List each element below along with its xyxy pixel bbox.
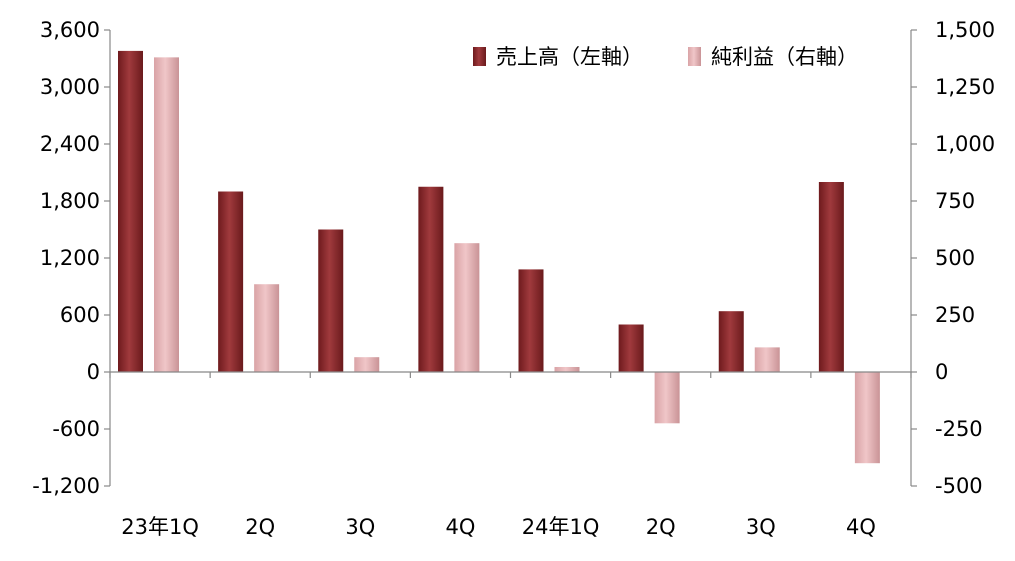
right-axis-ticks: 1,500 1,250 1,000 750 500 250 0 -250 -500 <box>911 18 995 498</box>
left-tick-label: -1,200 <box>32 474 100 498</box>
net-profit-bar <box>254 284 280 372</box>
category-label: 4Q <box>445 515 475 539</box>
left-tick-label: -600 <box>52 417 100 441</box>
net-profit-bar <box>754 347 780 372</box>
right-tick-label: 1,250 <box>935 75 995 99</box>
category-label: 3Q <box>345 515 375 539</box>
revenue-bar <box>318 229 344 372</box>
legend: 売上高（左軸） 純利益（右軸） <box>473 45 858 69</box>
revenue-bar <box>218 191 244 372</box>
legend-swatch-revenue <box>473 47 486 66</box>
left-tick-label: 3,600 <box>40 18 100 42</box>
revenue-bar <box>818 182 844 372</box>
net-profit-bar <box>554 366 580 372</box>
category-labels: 23年1Q 2Q 3Q 4Q 24年1Q 2Q 3Q 4Q <box>121 515 876 539</box>
net-profit-bar <box>154 57 179 373</box>
category-label: 3Q <box>746 515 776 539</box>
net-profit-bar <box>454 243 480 372</box>
category-label: 24年1Q <box>522 515 600 539</box>
revenue-bar <box>118 50 143 373</box>
left-tick-label: 600 <box>60 303 100 327</box>
net-profit-bar <box>854 372 880 464</box>
right-tick-label: 750 <box>935 189 975 213</box>
legend-label-profit: 純利益（右軸） <box>711 45 858 69</box>
left-axis: 3,600 3,000 2,400 1,800 1,200 600 0 -600 -1,200 <box>32 18 111 498</box>
left-tick-label: 2,400 <box>40 132 100 156</box>
net-profit-bar <box>654 372 680 424</box>
legend-swatch-profit <box>688 47 701 66</box>
right-tick-label: 250 <box>935 303 975 327</box>
revenue-bar <box>718 311 744 372</box>
net-profit-bar <box>354 357 380 372</box>
left-tick-label: 1,800 <box>40 189 100 213</box>
bars-layer <box>118 50 880 464</box>
left-tick-label: 3,000 <box>40 75 100 99</box>
right-tick-label: 0 <box>935 360 948 384</box>
right-axis: 1,500 1,250 1,000 750 500 250 0 -250 -500 <box>910 18 995 498</box>
category-label: 4Q <box>846 515 876 539</box>
left-tick-label: 1,200 <box>40 246 100 270</box>
right-tick-label: 500 <box>935 246 975 270</box>
category-ticks <box>109 372 912 378</box>
revenue-bar <box>618 324 644 372</box>
right-tick-label: -500 <box>935 474 983 498</box>
legend-label-revenue: 売上高（左軸） <box>496 45 643 69</box>
left-axis-ticks: 3,600 3,000 2,400 1,800 1,200 600 0 -600 -1,200 <box>32 18 110 498</box>
right-tick-label: 1,000 <box>935 132 995 156</box>
left-tick-label: 0 <box>87 360 100 384</box>
revenue-bar <box>518 269 544 372</box>
category-label: 2Q <box>646 515 676 539</box>
right-tick-label: 1,500 <box>935 18 995 42</box>
right-tick-label: -250 <box>935 417 983 441</box>
category-label: 23年1Q <box>121 515 199 539</box>
category-label: 2Q <box>245 515 275 539</box>
revenue-bar <box>418 186 444 372</box>
